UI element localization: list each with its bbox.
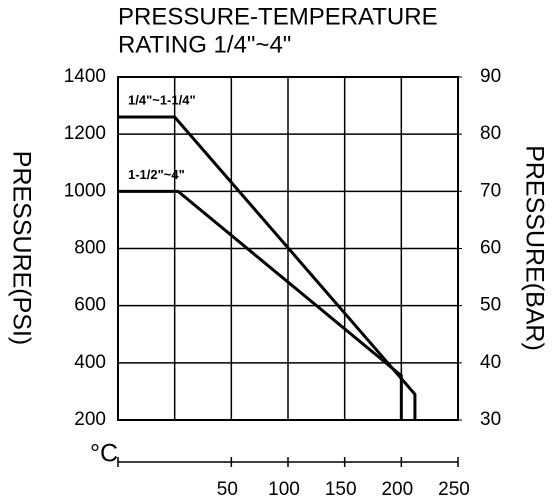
y2-axis-title: PRESSURE(BAR) (520, 145, 548, 351)
y-tick-label: 200 (74, 409, 106, 430)
x-axis-title: °C (90, 440, 118, 468)
chart-title: RATING 1/4"~4" (118, 31, 291, 58)
x-tick-label: 100 (268, 479, 300, 499)
y2-tick-label: 30 (480, 409, 501, 430)
y2-tick-label: 90 (480, 66, 501, 87)
y-tick-label: 600 (74, 295, 106, 316)
y2-tick-label: 60 (480, 238, 501, 259)
y2-tick-label: 80 (480, 123, 501, 144)
y-tick-label: 1400 (64, 66, 106, 87)
y2-tick-label: 40 (480, 352, 501, 373)
y2-tick-label: 70 (480, 180, 501, 201)
x-tick-label: 200 (381, 479, 413, 499)
y2-tick-label: 50 (480, 295, 501, 316)
series-label: 1-1/2"~4" (128, 167, 185, 182)
chart-title: PRESSURE-TEMPERATURE (118, 3, 438, 30)
series-line (118, 189, 403, 420)
y-tick-label: 1000 (64, 180, 106, 201)
x-tick-label: 50 (217, 479, 238, 499)
series-line (118, 115, 417, 420)
series-label: 1/4"~1-1/4" (128, 92, 196, 107)
y-tick-label: 1200 (64, 123, 106, 144)
y-axis-title: PRESSURE(PSI) (7, 151, 35, 345)
y-tick-label: 800 (74, 238, 106, 259)
x-tick-label: 250 (438, 479, 470, 499)
y-tick-label: 400 (74, 352, 106, 373)
x-tick-label: 150 (325, 479, 357, 499)
